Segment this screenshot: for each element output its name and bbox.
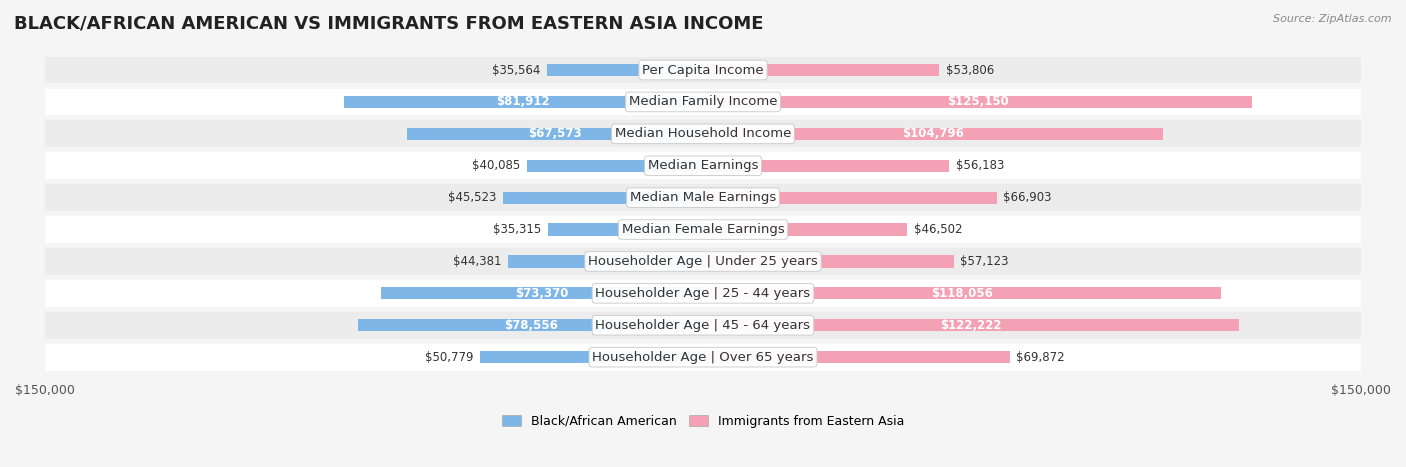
FancyBboxPatch shape — [45, 344, 1361, 371]
FancyBboxPatch shape — [45, 152, 1361, 179]
Text: Householder Age | 25 - 44 years: Householder Age | 25 - 44 years — [595, 287, 811, 300]
Text: $81,912: $81,912 — [496, 95, 550, 108]
Text: $57,123: $57,123 — [960, 255, 1008, 268]
FancyBboxPatch shape — [45, 120, 1361, 147]
Text: $40,085: $40,085 — [472, 159, 520, 172]
Bar — [359, 319, 703, 331]
Bar — [547, 64, 703, 76]
FancyBboxPatch shape — [45, 216, 1361, 243]
Bar — [703, 319, 1239, 331]
Bar — [481, 351, 703, 363]
Text: $56,183: $56,183 — [956, 159, 1004, 172]
Text: BLACK/AFRICAN AMERICAN VS IMMIGRANTS FROM EASTERN ASIA INCOME: BLACK/AFRICAN AMERICAN VS IMMIGRANTS FRO… — [14, 14, 763, 32]
Bar — [509, 255, 703, 268]
Text: Householder Age | Over 65 years: Householder Age | Over 65 years — [592, 351, 814, 364]
Bar — [703, 255, 953, 268]
Bar — [343, 96, 703, 108]
Text: Median Earnings: Median Earnings — [648, 159, 758, 172]
Bar — [703, 160, 949, 172]
Text: $50,779: $50,779 — [425, 351, 474, 364]
Text: $46,502: $46,502 — [914, 223, 962, 236]
Text: $35,564: $35,564 — [492, 64, 540, 77]
Text: Median Female Earnings: Median Female Earnings — [621, 223, 785, 236]
Text: Source: ZipAtlas.com: Source: ZipAtlas.com — [1274, 14, 1392, 24]
Bar — [703, 351, 1010, 363]
Text: $73,370: $73,370 — [516, 287, 569, 300]
Text: Householder Age | 45 - 64 years: Householder Age | 45 - 64 years — [596, 319, 810, 332]
Bar — [703, 191, 997, 204]
Text: $67,573: $67,573 — [529, 127, 582, 141]
Text: Median Family Income: Median Family Income — [628, 95, 778, 108]
FancyBboxPatch shape — [45, 57, 1361, 84]
FancyBboxPatch shape — [45, 280, 1361, 307]
Text: $122,222: $122,222 — [941, 319, 1002, 332]
Text: $44,381: $44,381 — [453, 255, 502, 268]
Text: Median Male Earnings: Median Male Earnings — [630, 191, 776, 204]
Text: $118,056: $118,056 — [931, 287, 993, 300]
FancyBboxPatch shape — [45, 89, 1361, 115]
Text: $66,903: $66,903 — [1002, 191, 1052, 204]
Bar — [527, 160, 703, 172]
Text: $125,150: $125,150 — [946, 95, 1008, 108]
Bar — [703, 287, 1220, 299]
Text: $78,556: $78,556 — [503, 319, 558, 332]
Bar — [503, 191, 703, 204]
Bar — [381, 287, 703, 299]
Bar — [548, 224, 703, 236]
Text: $45,523: $45,523 — [449, 191, 496, 204]
Bar — [406, 128, 703, 140]
Legend: Black/African American, Immigrants from Eastern Asia: Black/African American, Immigrants from … — [496, 410, 910, 433]
Bar — [703, 64, 939, 76]
Bar — [703, 128, 1163, 140]
Bar — [703, 224, 907, 236]
Text: Per Capita Income: Per Capita Income — [643, 64, 763, 77]
Text: $69,872: $69,872 — [1017, 351, 1064, 364]
Bar — [703, 96, 1253, 108]
Text: $53,806: $53,806 — [946, 64, 994, 77]
Text: Householder Age | Under 25 years: Householder Age | Under 25 years — [588, 255, 818, 268]
FancyBboxPatch shape — [45, 248, 1361, 275]
Text: $104,796: $104,796 — [901, 127, 963, 141]
Text: $35,315: $35,315 — [494, 223, 541, 236]
FancyBboxPatch shape — [45, 184, 1361, 211]
Text: Median Household Income: Median Household Income — [614, 127, 792, 141]
FancyBboxPatch shape — [45, 312, 1361, 339]
